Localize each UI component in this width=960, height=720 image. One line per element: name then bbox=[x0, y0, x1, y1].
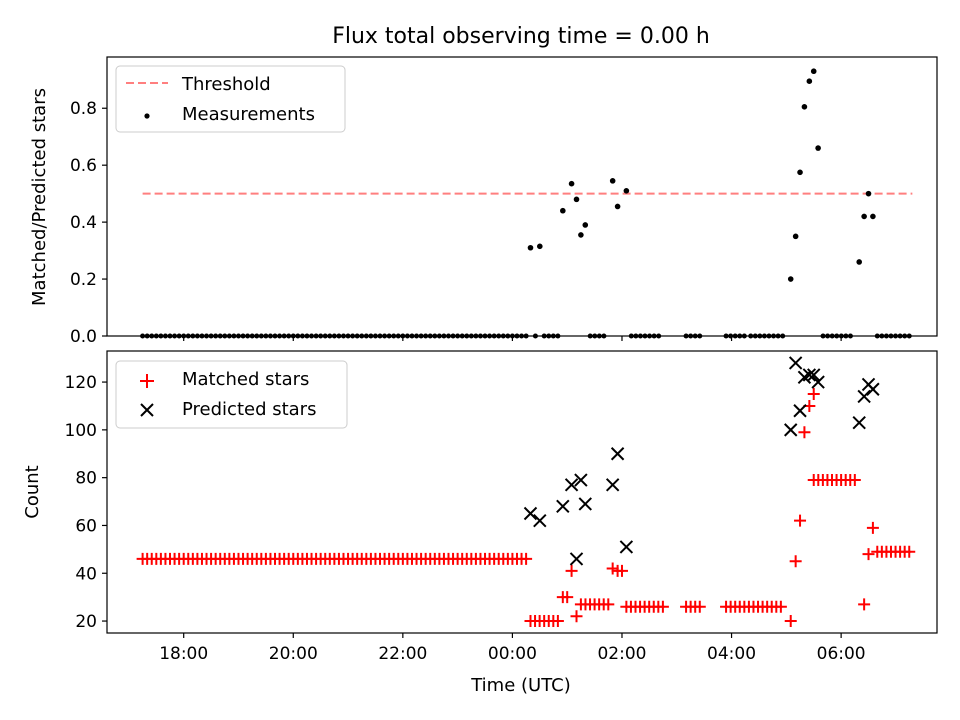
measurements-legend-label: Measurements bbox=[182, 104, 315, 125]
bottom-y-tick-label: 20 bbox=[75, 612, 97, 632]
predicted-star-marker bbox=[793, 404, 807, 418]
top-plot-frame bbox=[106, 56, 938, 337]
top-y-tick-label: 0.8 bbox=[70, 99, 97, 119]
x-tick-label: 04:00 bbox=[707, 644, 756, 664]
predicted-star-marker bbox=[811, 375, 825, 389]
predicted-star-marker bbox=[523, 506, 538, 521]
predicted-star-marker bbox=[574, 473, 588, 487]
x-tick-label: 20:00 bbox=[269, 644, 318, 664]
measurement-point bbox=[568, 180, 575, 187]
top-ylabel: Matched/Predicted stars bbox=[29, 88, 50, 306]
top-y-tick-label: 0.6 bbox=[70, 156, 97, 176]
top-legend: Threshold Measurements bbox=[115, 65, 346, 133]
measurement-point bbox=[609, 178, 616, 184]
x-tick-label: 06:00 bbox=[817, 644, 866, 664]
bottom-y-tick-label: 60 bbox=[75, 516, 97, 536]
measurement-point bbox=[856, 259, 863, 265]
bottom-legend: Matched stars Predicted stars bbox=[115, 360, 348, 429]
measurement-point bbox=[870, 213, 876, 220]
predicted-stars-legend-label: Predicted stars bbox=[182, 399, 316, 420]
measurement-point bbox=[578, 232, 584, 238]
bottom-ylabel: Count bbox=[22, 465, 43, 518]
measurement-point bbox=[623, 188, 630, 194]
measurements-legend-swatch bbox=[144, 113, 150, 119]
threshold-legend-label: Threshold bbox=[181, 74, 271, 95]
matched-star-marker bbox=[862, 548, 875, 561]
top-y-tick-label: 0.4 bbox=[70, 213, 97, 233]
measurement-point bbox=[787, 276, 794, 282]
matched-star-marker bbox=[561, 591, 574, 604]
measurement-point bbox=[792, 233, 799, 240]
predicted-star-marker bbox=[857, 389, 871, 404]
matched-star-marker bbox=[848, 474, 861, 487]
predicted-star-marker bbox=[784, 423, 798, 437]
matched-star-marker bbox=[903, 545, 916, 558]
measurement-point bbox=[806, 78, 813, 84]
predicted-star-marker bbox=[533, 513, 547, 528]
matched-star-marker bbox=[794, 514, 807, 527]
matched-star-marker bbox=[570, 610, 583, 623]
matched-stars-legend-label: Matched stars bbox=[182, 369, 309, 390]
predicted-star-marker bbox=[569, 552, 584, 566]
x-tick-label: 00:00 bbox=[488, 644, 537, 664]
matched-star-marker bbox=[520, 552, 533, 565]
bottom-y-tick-label: 80 bbox=[75, 469, 97, 489]
predicted-star-marker bbox=[788, 356, 803, 370]
predicted-star-marker bbox=[610, 447, 625, 461]
x-tick-label: 18:00 bbox=[159, 644, 208, 664]
predicted-star-marker bbox=[564, 478, 579, 492]
matched-star-marker bbox=[866, 521, 879, 534]
measurement-point bbox=[865, 190, 872, 197]
predicted-star-marker bbox=[807, 368, 821, 382]
matched-star-marker bbox=[784, 615, 797, 628]
bottom-y-tick-label: 100 bbox=[65, 421, 97, 441]
bottom-legend-box bbox=[115, 360, 348, 429]
predicted-star-marker bbox=[619, 540, 634, 554]
top-plot-panel: Matched/Predicted stars 0.00.20.40.60.8 … bbox=[29, 56, 938, 347]
measurement-point bbox=[614, 203, 621, 210]
bottom-y-tick-label: 120 bbox=[65, 373, 97, 393]
predicted-star-marker bbox=[802, 368, 817, 382]
bottom-y-tick-label: 40 bbox=[75, 564, 97, 584]
measurement-point bbox=[801, 104, 808, 110]
matched-star-marker bbox=[565, 564, 578, 577]
measurement-point bbox=[861, 213, 867, 220]
top-legend-box bbox=[115, 65, 346, 133]
matched-star-marker bbox=[602, 598, 615, 611]
predicted-star-marker bbox=[852, 415, 866, 430]
measurement-point bbox=[560, 207, 566, 214]
matched-star-marker bbox=[551, 615, 564, 628]
matched-star-marker bbox=[789, 555, 802, 568]
matched-star-marker bbox=[798, 426, 811, 439]
figure-title: Flux total observing time = 0.00 h bbox=[332, 24, 710, 49]
measurement-point bbox=[582, 222, 589, 228]
predicted-star-marker bbox=[866, 382, 880, 396]
measurement-point bbox=[797, 169, 803, 176]
matched-star-marker bbox=[615, 564, 628, 577]
predicted-star-marker bbox=[605, 478, 620, 492]
predicted-stars-legend-swatch bbox=[140, 403, 154, 417]
predicted-star-marker bbox=[556, 499, 570, 514]
x-axis-label: Time (UTC) bbox=[470, 675, 571, 696]
measurement-point bbox=[573, 196, 580, 203]
x-tick-label: 22:00 bbox=[378, 644, 427, 664]
bottom-plot-frame bbox=[106, 350, 938, 634]
measurement-point bbox=[815, 145, 821, 151]
x-tick-label: 02:00 bbox=[597, 644, 646, 664]
predicted-star-marker bbox=[578, 497, 592, 511]
matched-star-marker bbox=[774, 600, 787, 613]
measurement-point bbox=[527, 244, 534, 251]
matched-stars-legend-swatch bbox=[140, 374, 154, 388]
measurement-point bbox=[537, 243, 543, 250]
top-y-tick-label: 0.0 bbox=[70, 327, 97, 347]
measurement-point bbox=[810, 68, 817, 75]
bottom-plot-panel: Count 20 40 60 80 100 120 18:00 20:00 22:00 00:0… bbox=[22, 350, 938, 696]
matched-star-marker bbox=[858, 598, 871, 611]
matched-star-marker bbox=[656, 600, 669, 613]
matched-star-marker bbox=[693, 600, 706, 613]
top-y-tick-label: 0.2 bbox=[70, 270, 97, 290]
matched-star-marker bbox=[807, 388, 820, 401]
